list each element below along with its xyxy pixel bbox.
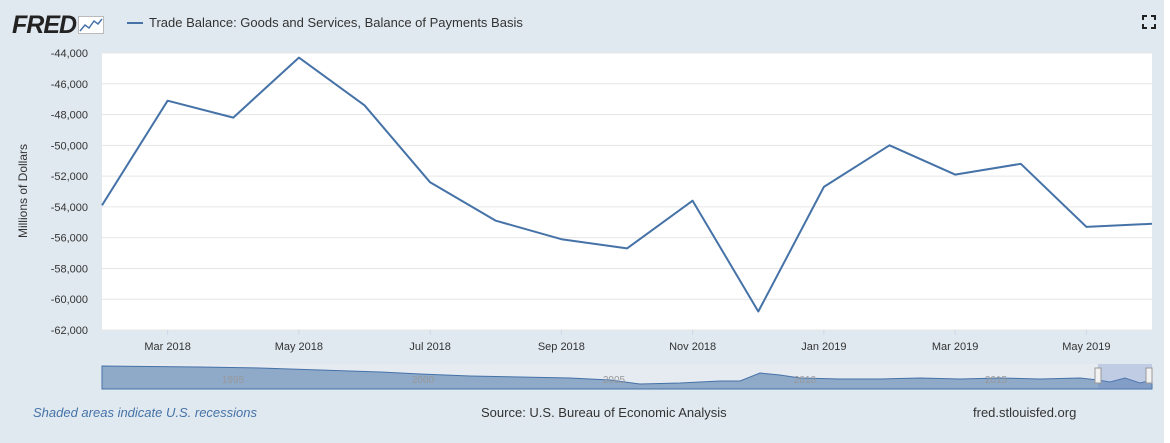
- chart-header: FRED Trade Balance: Goods and Services, …: [0, 0, 1170, 44]
- x-tick-label: May 2018: [275, 341, 323, 353]
- x-axis-ticks: Mar 2018 May 2018 Jul 2018 Sep 2018 Nov 2018…: [144, 330, 1111, 353]
- x-tick-label: Jul 2018: [409, 341, 451, 353]
- chart-footer: Shaded areas indicate U.S. recessions So…: [0, 402, 1170, 426]
- series-group: [101, 56, 1153, 313]
- x-tick-label: May 2019: [1062, 341, 1110, 353]
- logo-text: FRED: [12, 10, 77, 39]
- legend-label: Trade Balance: Goods and Services, Balan…: [149, 15, 523, 30]
- navigator-handle-right[interactable]: [1145, 367, 1153, 384]
- navigator-labels: 1995 2000 2005 2010 2015: [222, 375, 1008, 386]
- site-url[interactable]: fred.stlouisfed.org: [973, 405, 1077, 420]
- logo-chart-icon: [78, 16, 105, 34]
- x-tick-label: Jan 2019: [801, 341, 846, 353]
- navigator-handle-left[interactable]: [1094, 367, 1102, 384]
- grid-lines: [102, 52, 1152, 331]
- y-tick-label: -58,000: [51, 263, 88, 275]
- navigator-year-label: 2015: [985, 375, 1008, 386]
- fullscreen-icon[interactable]: [1142, 15, 1156, 29]
- navigator-year-label: 2010: [794, 375, 817, 386]
- right-edge-strip: [1164, 0, 1170, 443]
- y-tick-label: -54,000: [51, 202, 88, 214]
- y-tick-label: -60,000: [51, 294, 88, 306]
- y-axis-label: Millions of Dollars: [16, 144, 30, 238]
- y-axis-ticks: -44,000 -46,000 -48,000 -50,000 -52,000 -54,0…: [51, 48, 88, 337]
- y-tick-label: -56,000: [51, 233, 88, 245]
- x-tick-label: Nov 2018: [669, 341, 716, 353]
- x-tick-label: Sep 2018: [538, 341, 585, 353]
- line-chart: -44,000 -46,000 -48,000 -50,000 -52,000 -54,0…: [16, 48, 1153, 390]
- y-tick-label: -46,000: [51, 79, 88, 91]
- x-tick-label: Mar 2019: [932, 341, 978, 353]
- plot-background: [102, 53, 1152, 330]
- y-tick-label: -50,000: [51, 140, 88, 152]
- navigator-year-label: 1995: [222, 375, 245, 386]
- y-tick-label: -52,000: [51, 171, 88, 183]
- y-tick-label: -44,000: [51, 48, 88, 60]
- range-navigator[interactable]: 1995 2000 2005 2010 2015: [101, 364, 1153, 390]
- navigator-year-label: 2005: [603, 375, 626, 386]
- navigator-year-label: 2000: [412, 375, 435, 386]
- source-credit: Source: U.S. Bureau of Economic Analysis: [481, 405, 727, 420]
- x-tick-label: Mar 2018: [144, 341, 190, 353]
- navigator-area: [101, 365, 1153, 390]
- y-tick-label: -48,000: [51, 110, 88, 122]
- navigator-selection[interactable]: [1098, 364, 1152, 389]
- chart-legend: Trade Balance: Goods and Services, Balan…: [127, 15, 523, 30]
- y-tick-label: -62,000: [51, 325, 88, 337]
- fred-logo[interactable]: FRED: [12, 10, 105, 40]
- recession-note-link[interactable]: Shaded areas indicate U.S. recessions: [33, 405, 258, 420]
- legend-line-swatch: [127, 21, 143, 24]
